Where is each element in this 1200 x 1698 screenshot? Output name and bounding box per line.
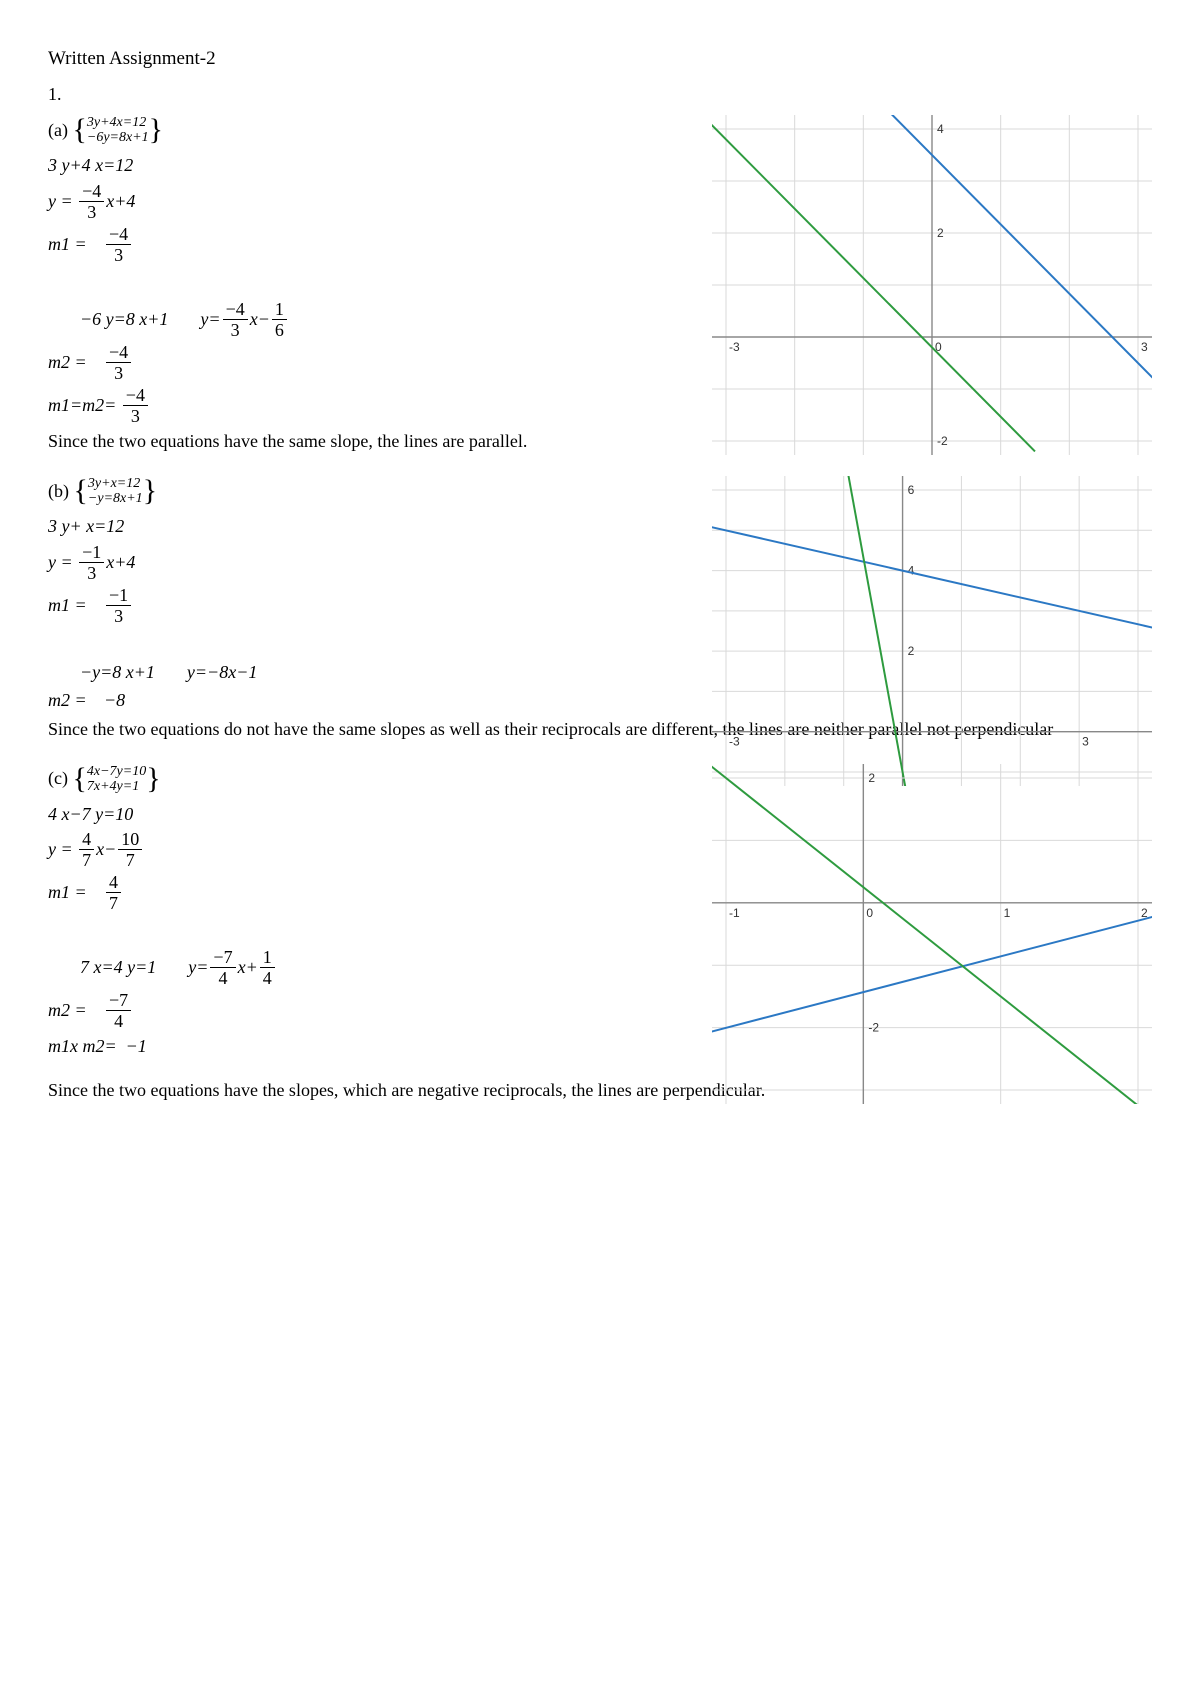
frac-den: 3 bbox=[84, 563, 99, 582]
eq-text: 7x+4y=1 bbox=[87, 779, 146, 794]
frac-num: −4 bbox=[223, 300, 248, 320]
right-brace-icon: } bbox=[143, 478, 157, 504]
svg-text:4: 4 bbox=[908, 563, 915, 577]
svg-text:6: 6 bbox=[908, 483, 915, 497]
svg-text:2: 2 bbox=[937, 226, 944, 240]
part-b-label: (b) bbox=[48, 481, 69, 502]
frac-num: −1 bbox=[106, 586, 131, 606]
left-brace-icon: { bbox=[72, 117, 86, 143]
eq-text: −y=8 x+1 bbox=[80, 662, 155, 683]
right-brace-icon: } bbox=[149, 117, 163, 143]
graph-c: -1012-22 bbox=[712, 764, 1152, 1109]
eq-text: 3y+x=12 bbox=[88, 476, 143, 491]
eq-text: 4 x−7 y=10 bbox=[48, 802, 568, 826]
frac-den: 4 bbox=[260, 968, 275, 987]
frac-num: 10 bbox=[118, 830, 142, 850]
frac-den: 7 bbox=[123, 850, 138, 869]
eq-text: x− bbox=[250, 309, 270, 330]
eq-text: y = bbox=[48, 552, 73, 573]
frac-den: 7 bbox=[106, 893, 121, 912]
frac-den: 3 bbox=[111, 245, 126, 264]
eq-text: 7 x=4 y=1 bbox=[80, 957, 156, 978]
svg-text:3: 3 bbox=[1141, 340, 1148, 354]
frac-den: 4 bbox=[111, 1011, 126, 1030]
eq-text: y = bbox=[48, 191, 73, 212]
svg-text:-2: -2 bbox=[868, 1020, 879, 1034]
part-c-label: (c) bbox=[48, 768, 68, 789]
frac-num: 4 bbox=[106, 873, 121, 893]
svg-text:1: 1 bbox=[1004, 905, 1011, 919]
frac-num: 1 bbox=[272, 300, 287, 320]
eq-text: m1=m2= bbox=[48, 395, 116, 416]
eq-text: y= bbox=[200, 309, 220, 330]
svg-text:-2: -2 bbox=[937, 434, 948, 448]
eq-text: y=−8x−1 bbox=[187, 662, 257, 683]
svg-text:-3: -3 bbox=[729, 340, 740, 354]
eq-text: −8 bbox=[104, 690, 125, 711]
eq-text: m1 = bbox=[48, 595, 104, 616]
eq-text: −6y=8x+1 bbox=[87, 130, 149, 145]
svg-text:-3: -3 bbox=[729, 734, 740, 748]
svg-text:4: 4 bbox=[937, 122, 944, 136]
frac-num: −4 bbox=[106, 343, 131, 363]
eq-text: 3 y+ x=12 bbox=[48, 515, 568, 539]
frac-den: 3 bbox=[111, 363, 126, 382]
svg-text:2: 2 bbox=[868, 771, 875, 785]
frac-num: −1 bbox=[79, 543, 104, 563]
eq-text: m2 = bbox=[48, 1000, 104, 1021]
eq-text: x− bbox=[96, 839, 116, 860]
eq-text: 4x−7y=10 bbox=[87, 764, 146, 779]
frac-den: 7 bbox=[79, 850, 94, 869]
eq-text: m1 = bbox=[48, 234, 104, 255]
frac-num: −7 bbox=[106, 991, 131, 1011]
eq-text: m2 = bbox=[48, 352, 104, 373]
eq-text: −6 y=8 x+1 bbox=[80, 309, 168, 330]
frac-den: 3 bbox=[111, 606, 126, 625]
right-brace-icon: } bbox=[146, 766, 160, 792]
frac-den: 3 bbox=[128, 406, 143, 425]
eq-text: m2 = bbox=[48, 690, 104, 711]
eq-text: −1 bbox=[126, 1036, 147, 1057]
frac-num: −4 bbox=[106, 225, 131, 245]
frac-num: 1 bbox=[260, 948, 275, 968]
eq-text: y= bbox=[188, 957, 208, 978]
frac-den: 4 bbox=[216, 968, 231, 987]
frac-num: −7 bbox=[210, 948, 235, 968]
svg-text:2: 2 bbox=[908, 644, 915, 658]
eq-text: y = bbox=[48, 839, 73, 860]
eq-text: m1x m2= bbox=[48, 1036, 117, 1057]
eq-text: 3y+4x=12 bbox=[87, 115, 149, 130]
eq-text: x+4 bbox=[106, 552, 135, 573]
eq-text: x+4 bbox=[106, 191, 135, 212]
svg-text:-1: -1 bbox=[729, 905, 740, 919]
part-b: (b) { 3y+x=12 −y=8x+1 } 3 y+ x=12 y = −1… bbox=[48, 476, 1152, 740]
part-c: (c) { 4x−7y=10 7x+4y=1 } 4 x−7 y=10 y = … bbox=[48, 764, 1152, 1102]
part-a-label: (a) bbox=[48, 120, 68, 141]
frac-den: 3 bbox=[228, 320, 243, 339]
frac-num: −4 bbox=[79, 182, 104, 202]
eq-text: m1 = bbox=[48, 882, 104, 903]
left-brace-icon: { bbox=[74, 478, 88, 504]
graph-a: -303-224 bbox=[712, 115, 1152, 460]
title: Written Assignment-2 bbox=[48, 48, 1152, 70]
graph-b: -3 3 2 4 6 bbox=[712, 476, 1152, 791]
frac-den: 6 bbox=[272, 320, 287, 339]
left-brace-icon: { bbox=[72, 766, 86, 792]
eq-text: −y=8x+1 bbox=[88, 491, 143, 506]
frac-num: −4 bbox=[123, 386, 148, 406]
svg-text:3: 3 bbox=[1082, 734, 1089, 748]
frac-num: 4 bbox=[79, 830, 94, 850]
question-number: 1. bbox=[48, 84, 1152, 105]
svg-text:0: 0 bbox=[866, 905, 873, 919]
frac-den: 3 bbox=[84, 202, 99, 221]
part-a: (a) { 3y+4x=12 −6y=8x+1 } 3 y+4 x=12 y =… bbox=[48, 115, 1152, 452]
eq-text: x+ bbox=[238, 957, 258, 978]
eq-text: 3 y+4 x=12 bbox=[48, 154, 568, 178]
